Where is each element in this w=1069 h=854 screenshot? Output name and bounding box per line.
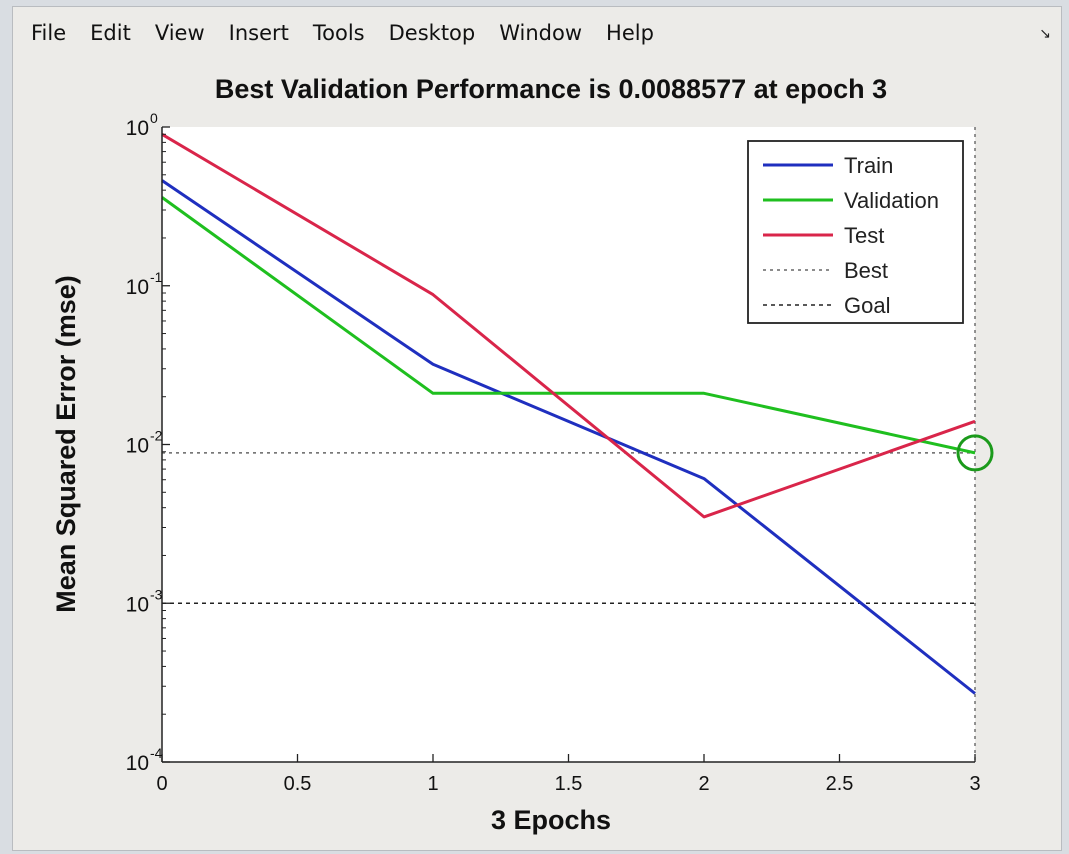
x-tick-label: 2.5 — [826, 773, 854, 795]
y-tick-label: 10 — [126, 276, 149, 299]
menu-desktop[interactable]: Desktop — [388, 21, 476, 45]
series-line-test — [161, 133, 976, 519]
x-tick-label: 0 — [156, 773, 167, 795]
y-tick-exponent: -4 — [150, 745, 163, 761]
performance-chart: Best Validation Performance is 0.0088577… — [51, 74, 994, 835]
y-tick-label: 10 — [126, 593, 149, 616]
y-tick-label: 10 — [126, 752, 149, 775]
series-line-validation — [161, 196, 976, 455]
menu-edit[interactable]: Edit — [90, 21, 131, 45]
y-tick-exponent: -2 — [150, 428, 163, 444]
x-tick-label: 0.5 — [284, 773, 312, 795]
menu-help[interactable]: Help — [606, 21, 654, 45]
menu-view[interactable]: View — [154, 21, 205, 45]
x-tick-label: 3 — [969, 773, 980, 795]
menubar-overflow-icon[interactable]: ↘ — [1039, 25, 1051, 41]
x-axis-label: 3 Epochs — [491, 805, 611, 835]
x-tick-label: 2 — [698, 773, 709, 795]
legend: Train Validation Test Best Goal — [747, 140, 964, 324]
menu-file[interactable]: File — [31, 21, 67, 45]
y-tick-exponent: -3 — [150, 586, 163, 602]
menu-tools[interactable]: Tools — [312, 21, 365, 45]
x-tick-label: 1 — [427, 773, 438, 795]
legend-label-goal: Goal — [844, 293, 890, 318]
x-tick-label: 1.5 — [555, 773, 583, 795]
y-tick-label: 10 — [126, 435, 149, 458]
menu-insert[interactable]: Insert — [228, 21, 289, 45]
y-tick-exponent: -1 — [150, 269, 163, 285]
y-axis-label: Mean Squared Error (mse) — [51, 275, 81, 613]
y-tick-exponent: 0 — [150, 110, 158, 126]
legend-label-validation: Validation — [844, 188, 939, 213]
figure-window: File Edit View Insert Tools Desktop Wind… — [12, 6, 1062, 851]
legend-box — [747, 140, 964, 324]
legend-label-test: Test — [844, 223, 884, 248]
y-tick-label: 10 — [126, 117, 149, 140]
chart-title: Best Validation Performance is 0.0088577… — [215, 74, 887, 104]
menu-window[interactable]: Window — [499, 21, 583, 45]
best-marker — [956, 434, 994, 472]
legend-label-train: Train — [844, 153, 893, 178]
legend-label-best: Best — [844, 258, 888, 283]
series-line-train — [161, 179, 976, 695]
menu-bar: File Edit View Insert Tools Desktop Wind… — [13, 7, 1061, 59]
